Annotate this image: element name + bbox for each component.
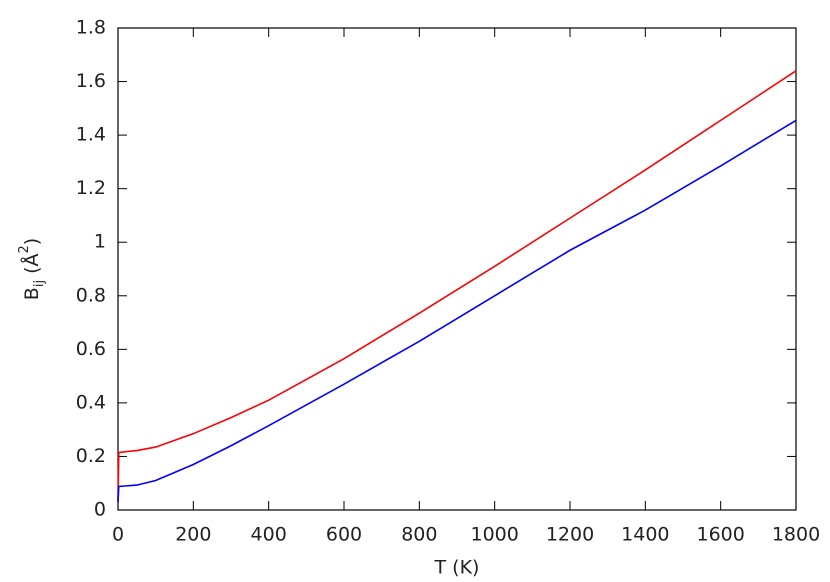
y-tick-label: 0.8: [76, 284, 106, 306]
y-tick-label: 1.6: [76, 70, 106, 92]
x-tick-label: 1600: [696, 524, 744, 546]
x-tick-label: 800: [401, 524, 437, 546]
y-tick-label: 1.8: [76, 17, 106, 39]
x-axis-label: T (K): [434, 557, 480, 579]
y-axis-label: Bij (Å2): [17, 238, 47, 300]
x-tick-label: 600: [326, 524, 362, 546]
x-tick-label: 1800: [772, 524, 820, 546]
x-tick-label: 400: [251, 524, 287, 546]
y-axis-label-part: 2: [17, 245, 32, 253]
y-tick-label: 0.6: [76, 338, 106, 360]
series-line: [117, 119, 797, 503]
y-tick-label: 0: [94, 499, 106, 521]
x-tick-label: 1000: [470, 524, 518, 546]
x-tick-label: 200: [175, 524, 211, 546]
y-axis-label-part: ): [21, 238, 43, 245]
x-tick-label: 0: [112, 524, 124, 546]
y-tick-label: 0.2: [76, 445, 106, 467]
y-axis-label-part: B: [21, 287, 43, 300]
series-line: [117, 70, 797, 502]
x-tick-label: 1200: [546, 524, 594, 546]
y-tick-label: 1: [94, 231, 106, 253]
plot-frame: [117, 27, 797, 511]
y-axis-label-part: ij: [32, 280, 47, 287]
y-tick-label: 1.2: [76, 177, 106, 199]
y-tick-label: 1.4: [76, 124, 106, 146]
y-axis-label-part: (Å: [20, 253, 43, 279]
y-tick-label: 0.4: [76, 391, 106, 413]
x-tick-label: 1400: [621, 524, 669, 546]
